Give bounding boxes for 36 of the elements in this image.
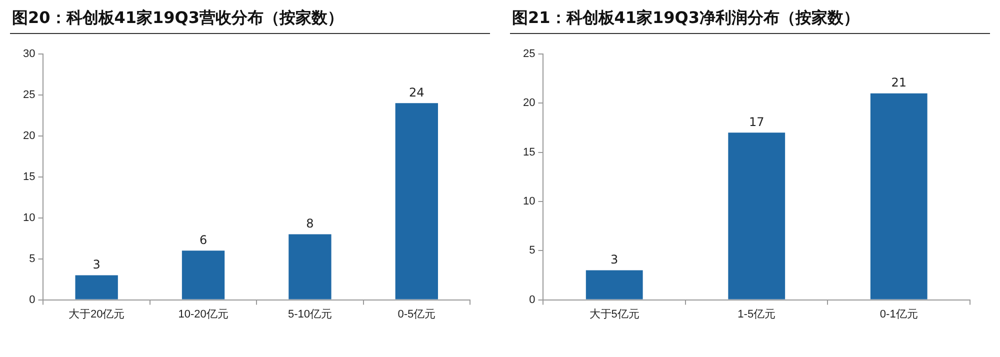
x-tick-label: 1-5亿元	[738, 308, 776, 320]
y-tick-label: 0	[529, 294, 536, 306]
x-tick-label: 0-1亿元	[880, 308, 918, 320]
y-tick-label: 25	[22, 89, 36, 101]
data-label: 17	[748, 114, 764, 129]
data-label: 6	[199, 232, 208, 247]
bar	[728, 132, 786, 300]
y-tick-label: 25	[522, 48, 536, 60]
x-tick-label: 5-10亿元	[288, 308, 332, 320]
y-tick-label: 5	[529, 244, 536, 257]
y-tick-label: 20	[22, 130, 36, 142]
y-tick-label: 0	[29, 294, 36, 306]
y-tick-label: 10	[22, 212, 36, 224]
bar	[75, 275, 118, 300]
bar	[395, 103, 438, 300]
data-label: 8	[306, 216, 314, 230]
chart-title: 图21：科创板41家19Q3净利润分布（按家数）	[510, 0, 990, 34]
bar	[586, 270, 643, 300]
data-label: 3	[610, 252, 618, 266]
y-tick-label: 30	[22, 48, 36, 60]
y-tick-label: 15	[22, 170, 36, 183]
y-tick-label: 10	[522, 196, 536, 208]
bar	[182, 250, 225, 300]
y-tick-label: 20	[522, 97, 536, 110]
x-tick-label: 大于20亿元	[68, 307, 125, 320]
bar	[870, 93, 928, 300]
chart-title: 图20：科创板41家19Q3营收分布（按家数）	[10, 0, 490, 34]
x-tick-label: 0-5亿元	[398, 308, 436, 320]
bar	[288, 234, 332, 300]
data-label: 24	[409, 85, 424, 100]
y-tick-label: 5	[29, 252, 36, 265]
data-label: 3	[92, 257, 100, 272]
y-tick-label: 15	[522, 146, 536, 158]
data-label: 21	[891, 75, 907, 90]
x-tick-label: 10-20亿元	[178, 308, 228, 320]
x-tick-label: 大于5亿元	[589, 307, 640, 320]
